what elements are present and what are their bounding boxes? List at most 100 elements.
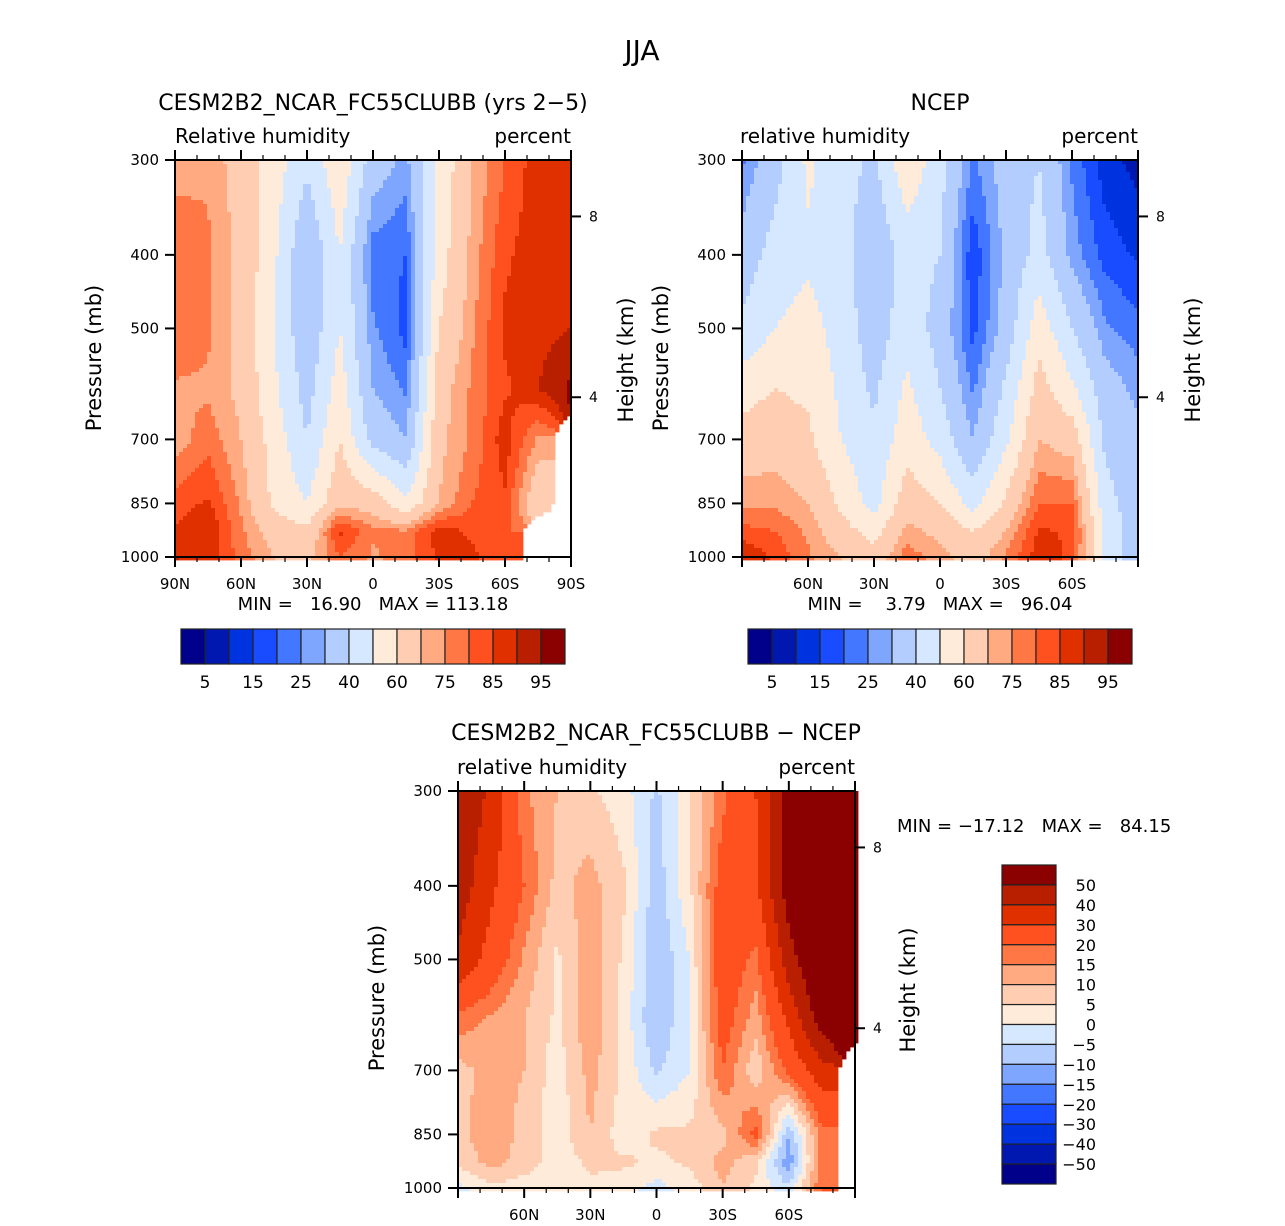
contour-cell [511,340,515,344]
contour-cell [415,268,419,272]
contour-cell [383,200,387,204]
contour-cell [403,312,407,316]
contour-cell [219,256,223,260]
contour-cell [183,204,187,208]
contour-cell [415,284,419,288]
contour-cell [507,340,511,344]
contour-cell [375,228,379,232]
contour-cell [215,224,219,228]
contour-cell [495,336,499,340]
contour-cell [531,236,535,240]
contour-cell [475,232,479,236]
contour-cell [439,332,443,336]
contour-cell [535,308,539,312]
contour-cell [379,304,383,308]
contour-cell [551,268,555,272]
contour-cell [559,276,563,280]
contour-cell [435,188,439,192]
contour-cell [399,184,403,188]
contour-cell [379,276,383,280]
contour-cell [467,180,471,184]
contour-cell [311,188,315,192]
contour-cell [271,228,275,232]
contour-cell [191,208,195,212]
contour-cell [559,220,563,224]
contour-cell [531,344,535,348]
contour-cell [263,296,267,300]
contour-cell [191,256,195,260]
contour-cell [307,204,311,208]
contour-cell [255,236,259,240]
contour-cell [239,272,243,276]
contour-cell [543,284,547,288]
contour-cell [283,292,287,296]
contour-cell [375,312,379,316]
contour-cell [519,256,523,260]
contour-cell [523,252,527,256]
contour-cell [215,264,219,268]
contour-cell [335,280,339,284]
contour-cell [503,264,507,268]
contour-cell [451,248,455,252]
contour-cell [451,260,455,264]
contour-cell [195,244,199,248]
contour-cell [539,168,543,172]
contour-cell [407,172,411,176]
contour-cell [455,336,459,340]
contour-cell [471,244,475,248]
contour-cell [543,288,547,292]
contour-cell [343,292,347,296]
contour-cell [515,200,519,204]
contour-cell [203,264,207,268]
contour-cell [523,168,527,172]
contour-cell [555,288,559,292]
contour-cell [179,232,183,236]
contour-cell [363,256,367,260]
contour-cell [255,204,259,208]
contour-cell [187,328,191,332]
contour-cell [403,232,407,236]
contour-cell [559,264,563,268]
contour-cell [315,184,319,188]
contour-cell [479,192,483,196]
contour-cell [395,304,399,308]
contour-cell [531,280,535,284]
contour-cell [311,348,315,352]
contour-cell [359,316,363,320]
contour-cell [431,172,435,176]
contour-cell [407,220,411,224]
contour-cell [463,192,467,196]
contour-cell [239,336,243,340]
contour-cell [347,352,351,356]
contour-cell [431,300,435,304]
contour-cell [463,248,467,252]
contour-cell [507,188,511,192]
contour-cell [551,328,555,332]
contour-cell [507,320,511,324]
contour-cell [483,272,487,276]
contour-cell [515,196,519,200]
contour-cell [463,320,467,324]
contour-cell [455,308,459,312]
contour-cell [467,164,471,168]
contour-cell [291,284,295,288]
contour-cell [323,264,327,268]
contour-cell [451,296,455,300]
contour-cell [527,288,531,292]
contour-cell [499,180,503,184]
contour-cell [551,252,555,256]
contour-cell [295,240,299,244]
contour-cell [287,296,291,300]
contour-cell [335,176,339,180]
contour-cell [559,308,563,312]
contour-cell [431,312,435,316]
contour-cell [391,356,395,360]
contour-cell [547,292,551,296]
contour-cell [367,292,371,296]
contour-cell [423,320,427,324]
contour-cell [551,292,555,296]
contour-cell [415,312,419,316]
contour-cell [235,268,239,272]
contour-cell [247,212,251,216]
contour-cell [195,276,199,280]
